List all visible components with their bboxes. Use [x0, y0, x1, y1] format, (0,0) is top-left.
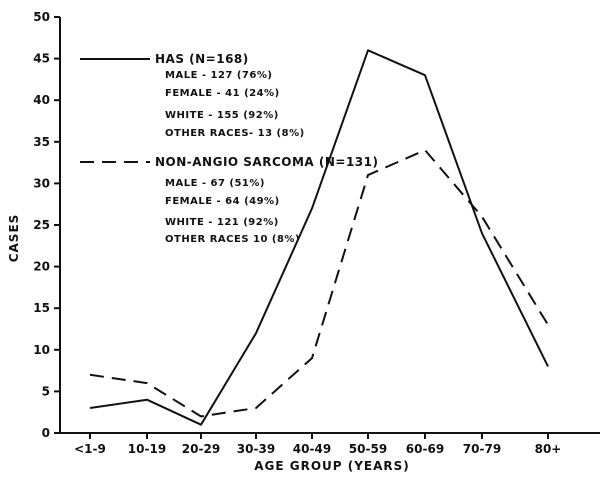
- y-tick-label: 25: [33, 218, 50, 232]
- x-tick-label: 40-49: [293, 442, 331, 456]
- x-tick-label: 80+: [535, 442, 562, 456]
- x-tick-label: 10-19: [128, 442, 166, 456]
- x-axis-ticks: <1-9 10-19 20-29 30-39 40-49 50-59 60-69 70-79 8…: [74, 433, 561, 456]
- y-tick-label: 10: [33, 343, 50, 357]
- y-tick-label: 45: [33, 52, 50, 66]
- legend-detail: FEMALE - 41 (24%): [165, 88, 280, 99]
- legend-detail: WHITE - 155 (92%): [165, 110, 279, 121]
- x-tick-label: 50-59: [349, 442, 387, 456]
- legend-detail: MALE - 127 (76%): [165, 70, 272, 81]
- x-tick-label: 70-79: [463, 442, 501, 456]
- y-tick-label: 0: [42, 426, 50, 440]
- legend-detail: OTHER RACES- 13 (8%): [165, 128, 305, 139]
- legend-detail: WHITE - 121 (92%): [165, 217, 279, 228]
- legend-detail: OTHER RACES 10 (8%): [165, 234, 300, 245]
- x-tick-label: 30-39: [237, 442, 275, 456]
- chart-legend: HAS (N=168) MALE - 127 (76%) FEMALE - 41 (…: [80, 52, 379, 245]
- legend-series-name: NON-ANGIO SARCOMA (N=131): [155, 155, 379, 169]
- y-tick-label: 5: [42, 384, 50, 398]
- legend-series-name: HAS (N=168): [155, 52, 249, 66]
- legend-detail: FEMALE - 64 (49%): [165, 196, 280, 207]
- y-axis-ticks: 0 5 10 15 20 25 30 35 40 45 50: [33, 10, 60, 440]
- x-axis-title: AGE GROUP (YEARS): [254, 459, 410, 473]
- legend-detail: MALE - 67 (51%): [165, 178, 265, 189]
- series-line-has: [89, 49, 549, 426]
- y-tick-label: 15: [33, 301, 50, 315]
- y-tick-label: 40: [33, 93, 50, 107]
- y-tick-label: 30: [33, 176, 50, 190]
- chart-series: [89, 49, 549, 426]
- series-line-non-angio-sarcoma: [89, 149, 549, 418]
- x-tick-label: 20-29: [182, 442, 220, 456]
- y-tick-label: 50: [33, 10, 50, 24]
- x-tick-label: <1-9: [74, 442, 106, 456]
- chart-axes: [59, 17, 600, 434]
- x-tick-label: 60-69: [406, 442, 444, 456]
- y-tick-label: 35: [33, 135, 50, 149]
- y-axis-title: CASES: [7, 214, 21, 263]
- y-tick-label: 20: [33, 260, 50, 274]
